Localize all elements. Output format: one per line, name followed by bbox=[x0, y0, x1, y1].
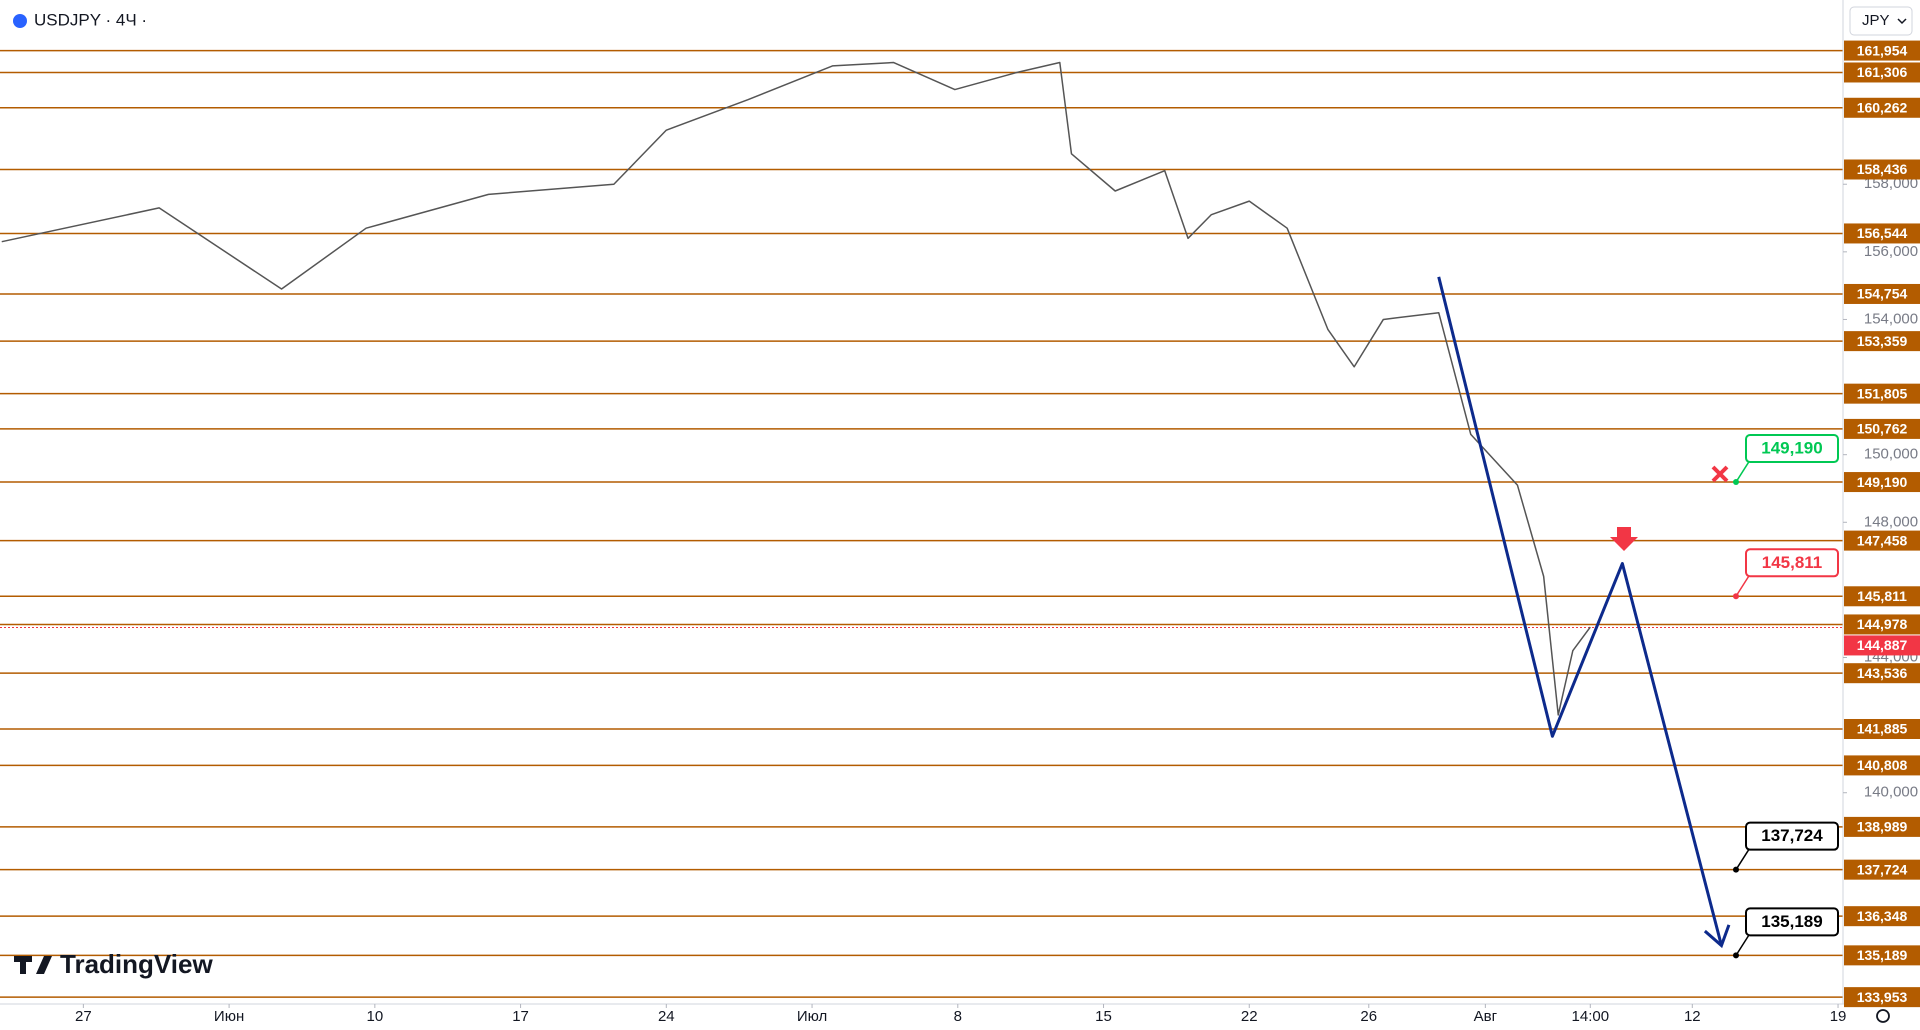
projection-arrowhead bbox=[1703, 924, 1731, 949]
callout-anchor bbox=[1733, 593, 1739, 600]
price-label: 136,348 bbox=[1857, 908, 1908, 924]
axes: 140,000144,000148,000150,000154,000156,0… bbox=[75, 40, 1920, 1025]
callout-box bbox=[1745, 907, 1839, 937]
x-tick-label: 8 bbox=[954, 1008, 962, 1025]
price-label-box bbox=[1844, 614, 1920, 635]
y-tick-label: 156,000 bbox=[1864, 243, 1918, 260]
price-label-box bbox=[1844, 472, 1920, 493]
price-label-box bbox=[1844, 97, 1920, 118]
callout-leader bbox=[1735, 847, 1751, 871]
dropdown-icon bbox=[1897, 18, 1907, 25]
price-label: 161,954 bbox=[1857, 42, 1908, 58]
callout-label: 145,811 bbox=[1762, 553, 1823, 572]
logo-text: TradingView bbox=[60, 949, 213, 979]
x-tick-label: Июн bbox=[214, 1008, 244, 1025]
x-tick-label: 26 bbox=[1360, 1008, 1377, 1025]
y-tick-label: 154,000 bbox=[1864, 310, 1918, 327]
price-label-box bbox=[1844, 283, 1920, 304]
x-tick-label: 17 bbox=[512, 1008, 529, 1025]
price-label-box bbox=[1844, 331, 1920, 352]
price-label-box bbox=[1844, 945, 1920, 966]
time-axis bbox=[0, 1004, 1843, 1030]
logo: TradingView bbox=[14, 949, 213, 979]
price-label-box bbox=[1844, 635, 1920, 656]
price-label: 144,887 bbox=[1857, 637, 1908, 653]
price-label-box bbox=[1844, 383, 1920, 404]
price-label: 158,436 bbox=[1857, 161, 1908, 177]
down-arrow-icon bbox=[1610, 527, 1638, 551]
callout-box bbox=[1745, 821, 1839, 851]
x-tick-label: 10 bbox=[366, 1008, 383, 1025]
x-tick-label: Авг bbox=[1474, 1008, 1498, 1025]
callout-anchor bbox=[1733, 952, 1739, 959]
price-label-box bbox=[1844, 718, 1920, 739]
price-label: 137,724 bbox=[1857, 861, 1908, 877]
price-label: 141,885 bbox=[1857, 721, 1908, 737]
callout-box bbox=[1745, 434, 1839, 464]
plot-area: 149,190 145,811 137,724 135,189 bbox=[0, 49, 1843, 998]
price-label: 144,978 bbox=[1857, 616, 1908, 632]
price-label: 154,754 bbox=[1857, 286, 1908, 302]
chart-title: USDJPY · 4Ч · bbox=[34, 10, 147, 29]
logo-mark bbox=[14, 956, 52, 974]
callout-anchor bbox=[1733, 479, 1739, 486]
price-label-box bbox=[1844, 62, 1920, 83]
price-label-box bbox=[1844, 755, 1920, 776]
callout-label: 149,190 bbox=[1761, 439, 1822, 458]
price-label: 150,762 bbox=[1857, 421, 1908, 437]
price-label: 151,805 bbox=[1857, 385, 1908, 401]
price-label: 143,536 bbox=[1857, 665, 1908, 681]
callout-anchor bbox=[1733, 866, 1739, 873]
price-label-box bbox=[1844, 418, 1920, 439]
y-tick-label: 148,000 bbox=[1864, 513, 1918, 530]
y-tick-label: 150,000 bbox=[1864, 446, 1918, 463]
price-label: 133,953 bbox=[1857, 989, 1908, 1005]
currency-button[interactable] bbox=[1849, 6, 1913, 36]
callout-leader bbox=[1735, 459, 1751, 483]
x-tick-label: 22 bbox=[1241, 1008, 1258, 1025]
price-label-box bbox=[1844, 816, 1920, 837]
price-label-box bbox=[1844, 906, 1920, 927]
currency[interactable]: JPY bbox=[1862, 12, 1890, 29]
x-tick-label: 14:00 bbox=[1572, 1008, 1610, 1025]
price-label-box bbox=[1844, 987, 1920, 1008]
price-label-box bbox=[1844, 530, 1920, 551]
price-label: 153,359 bbox=[1857, 333, 1908, 349]
settings-icon[interactable] bbox=[1876, 1009, 1890, 1023]
price-label: 149,190 bbox=[1857, 474, 1908, 490]
y-tick-label: 140,000 bbox=[1864, 784, 1918, 801]
x-tick-label: 24 bbox=[658, 1008, 675, 1025]
price-label-box bbox=[1844, 159, 1920, 180]
price-label: 161,306 bbox=[1857, 64, 1908, 80]
x-tick-label: Июл bbox=[797, 1008, 827, 1025]
price-label: 138,989 bbox=[1857, 819, 1908, 835]
x-tick-label: 27 bbox=[75, 1008, 92, 1025]
price-label: 160,262 bbox=[1857, 99, 1908, 115]
symbol-flag bbox=[13, 14, 27, 28]
price-label-box bbox=[1844, 40, 1920, 61]
price-label: 135,189 bbox=[1857, 947, 1908, 963]
price-label-box bbox=[1844, 586, 1920, 607]
price-label: 156,544 bbox=[1857, 225, 1908, 241]
x-tick-label: 12 bbox=[1684, 1008, 1701, 1025]
price-label-box bbox=[1844, 223, 1920, 244]
callout-box bbox=[1745, 548, 1839, 578]
price-label-box bbox=[1844, 663, 1920, 684]
callout-label: 135,189 bbox=[1761, 912, 1822, 931]
x-tick-label: 15 bbox=[1095, 1008, 1112, 1025]
projection-line bbox=[1437, 276, 1723, 946]
price-label-box bbox=[1844, 859, 1920, 880]
price-label: 140,808 bbox=[1857, 757, 1908, 773]
price-label: 147,458 bbox=[1857, 532, 1908, 548]
cancel-mark bbox=[1711, 465, 1729, 483]
price-label: 145,811 bbox=[1857, 588, 1907, 604]
callout-label: 137,724 bbox=[1761, 826, 1823, 845]
callout-leader bbox=[1735, 932, 1751, 956]
callout-leader bbox=[1735, 573, 1751, 597]
x-tick-label: 19 bbox=[1830, 1008, 1847, 1025]
